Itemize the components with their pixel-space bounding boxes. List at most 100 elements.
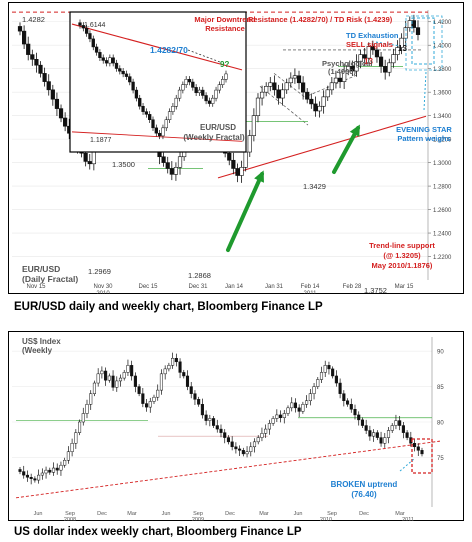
candle: [38, 64, 43, 74]
psychological-label: Psychological: [322, 59, 372, 68]
candle: [323, 365, 327, 373]
candle: [234, 446, 238, 450]
inset-resistance-value: 1.4282/70: [150, 45, 188, 55]
candle: [353, 409, 357, 416]
candle: [89, 393, 93, 405]
broken-uptrend-value: (76.40): [351, 490, 377, 499]
inset-candle: [151, 119, 155, 129]
candle: [171, 358, 175, 366]
broken-uptrend-box: [411, 438, 433, 474]
y-tick-label: 1.3000: [433, 161, 452, 167]
inset-candle: [88, 33, 92, 40]
candle: [46, 81, 51, 91]
candle: [387, 62, 392, 73]
inset-candle: [78, 22, 82, 26]
y-tick-label: 1.3600: [433, 91, 452, 97]
inset-candle: [221, 79, 225, 85]
inset-downtrend-label: Major Downtrend: [194, 15, 256, 24]
x-tick-label: Sep: [65, 511, 75, 517]
x-year-label: 2008: [64, 517, 76, 521]
candle: [370, 46, 375, 51]
candle: [243, 151, 248, 168]
candle: [374, 49, 380, 58]
x-tick-label: Mar 15: [395, 284, 414, 290]
candle: [137, 386, 141, 394]
candle: [81, 413, 85, 423]
inset-candle: [177, 89, 182, 99]
candle: [30, 54, 35, 60]
evening-star-label: EVENING STAR: [396, 125, 452, 134]
x-tick-label: Jan 14: [225, 284, 244, 290]
x-tick-label: Mar: [395, 511, 405, 517]
inset-subtitle: (Weekly Fractal): [183, 133, 245, 142]
candle: [161, 156, 166, 163]
channel-line: [259, 86, 309, 126]
candle: [247, 135, 252, 153]
candle: [378, 56, 384, 67]
chart2-caption: US dollar index weekly chart, Bloomberg …: [14, 526, 302, 538]
x-tick-label: Nov 15: [26, 284, 46, 290]
inset-candle: [224, 73, 228, 80]
candle: [22, 471, 26, 476]
y-tick-label: 75: [437, 456, 444, 462]
x-tick-label: Mar: [259, 511, 269, 517]
x-tick-label: Feb 28: [343, 284, 362, 290]
candle: [174, 358, 178, 363]
candle: [92, 382, 96, 394]
candle: [259, 91, 265, 99]
pattern-weighs-label: Pattern weighs: [397, 134, 450, 143]
x-tick-label: Mar: [127, 511, 137, 517]
candle: [308, 393, 312, 402]
candle: [394, 420, 398, 426]
candle: [63, 460, 67, 466]
td-count-label: 13: [364, 57, 373, 66]
candle: [293, 402, 297, 409]
candle: [405, 432, 409, 438]
candle: [276, 89, 281, 99]
uptrend-arrow-head: [254, 170, 264, 183]
candle: [331, 368, 335, 377]
x-tick-label: Jun: [294, 511, 303, 517]
inset-candle: [128, 76, 132, 83]
uptrend-line: [15, 440, 441, 499]
inset-candle: [211, 97, 215, 104]
candle: [54, 98, 60, 109]
candle: [296, 75, 302, 84]
candle: [256, 437, 260, 443]
y-tick-label: 80: [437, 421, 444, 427]
candle: [22, 30, 27, 45]
candle: [325, 89, 330, 98]
candle: [271, 418, 275, 424]
y-tick-label: 1.3400: [433, 114, 452, 120]
inset-candle: [101, 57, 105, 61]
candle: [96, 373, 100, 384]
x-tick-label: Dec: [97, 511, 107, 517]
candle: [321, 96, 326, 107]
x-year-label: 2011: [304, 291, 318, 294]
inset-candle: [141, 106, 145, 112]
trendline-support-value: (@ 1.3205): [383, 251, 421, 260]
candle: [249, 446, 253, 452]
candle: [163, 368, 167, 375]
candle: [301, 82, 306, 93]
candle: [386, 430, 391, 438]
candle: [223, 432, 227, 438]
inset-candle: [181, 84, 185, 91]
trendline-support-date: May 2010/1.1876): [372, 261, 433, 270]
candle: [366, 46, 371, 59]
candle: [74, 432, 78, 444]
candle: [208, 418, 212, 421]
candle: [252, 441, 257, 448]
inset-candle: [161, 127, 165, 137]
candle: [83, 152, 88, 162]
candle: [25, 474, 29, 478]
candle: [111, 375, 115, 388]
candle: [260, 433, 264, 438]
x-tick-label: Sep: [327, 511, 337, 517]
candle: [55, 467, 59, 471]
inset-candle: [121, 70, 125, 75]
candle: [48, 469, 52, 473]
inset-candle: [124, 73, 129, 77]
candle: [235, 168, 240, 176]
candle: [364, 425, 368, 431]
